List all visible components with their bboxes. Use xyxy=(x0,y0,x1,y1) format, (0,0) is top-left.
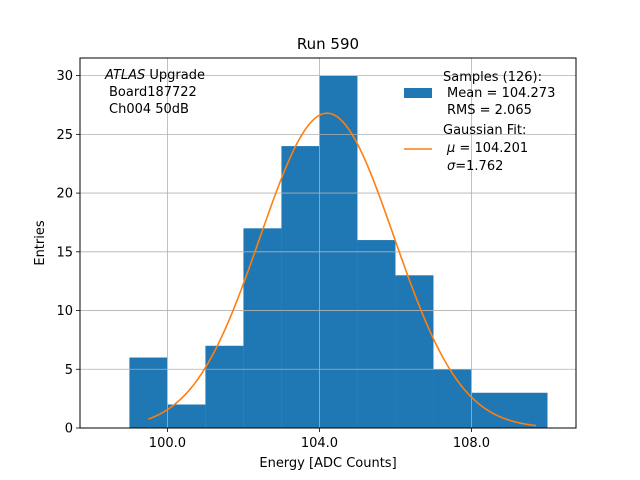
legend-fit-sigma: σ=1.762 xyxy=(447,159,503,174)
histogram-bar xyxy=(243,228,282,428)
histogram-bar xyxy=(357,240,396,428)
atlas-annotation: ATLAS Upgrade Board187722 Ch004 50dB xyxy=(104,68,205,117)
sigma-value: =1.762 xyxy=(455,159,503,174)
annotation-channel: Ch004 50dB xyxy=(109,102,189,117)
legend-fit-mu: μ = 104.201 xyxy=(446,141,528,156)
legend-histogram-swatch xyxy=(404,88,432,98)
y-axis-label: Entries xyxy=(33,220,48,266)
legend-samples-rms: RMS = 2.065 xyxy=(447,103,532,118)
legend: Samples (126): Mean = 104.273 RMS = 2.06… xyxy=(404,70,555,174)
mu-symbol: μ xyxy=(446,141,455,156)
y-tick-label: 15 xyxy=(56,245,73,260)
histogram-bar xyxy=(167,404,206,428)
y-tick-label: 20 xyxy=(56,187,73,202)
y-tick-label: 0 xyxy=(65,422,73,437)
y-tick-label: 30 xyxy=(56,69,73,84)
histogram-bar xyxy=(471,392,510,428)
annotation-line-1: ATLAS Upgrade xyxy=(104,68,205,83)
x-tick-label: 104.0 xyxy=(301,436,338,451)
legend-fit-label: Gaussian Fit: xyxy=(443,123,526,138)
histogram-bar xyxy=(129,357,168,428)
y-axis-ticks: 0 5 10 15 20 25 30 xyxy=(56,69,80,437)
gaussian-fit-curve xyxy=(148,112,537,427)
x-tick-label: 108.0 xyxy=(453,436,490,451)
annotation-upgrade: Upgrade xyxy=(145,68,205,83)
histogram-bar xyxy=(281,146,320,428)
legend-samples-mean: Mean = 104.273 xyxy=(447,86,555,101)
annotation-atlas: ATLAS xyxy=(104,68,145,83)
histogram-bar xyxy=(205,345,244,428)
histogram-bar xyxy=(433,369,472,428)
chart-title: Run 590 xyxy=(297,35,359,53)
y-tick-label: 10 xyxy=(56,304,73,319)
y-tick-label: 25 xyxy=(56,128,73,143)
y-tick-label: 5 xyxy=(65,363,73,378)
annotation-board: Board187722 xyxy=(109,85,197,100)
x-tick-label: 100.0 xyxy=(149,436,186,451)
histogram-bar xyxy=(395,275,434,428)
x-axis-ticks: 100.0 104.0 108.0 xyxy=(149,428,490,451)
x-axis-label: Energy [ADC Counts] xyxy=(259,456,396,471)
legend-samples-label: Samples (126): xyxy=(443,70,542,85)
mu-value: = 104.201 xyxy=(455,141,528,156)
plot-frame xyxy=(79,57,577,429)
sigma-symbol: σ xyxy=(447,159,456,174)
